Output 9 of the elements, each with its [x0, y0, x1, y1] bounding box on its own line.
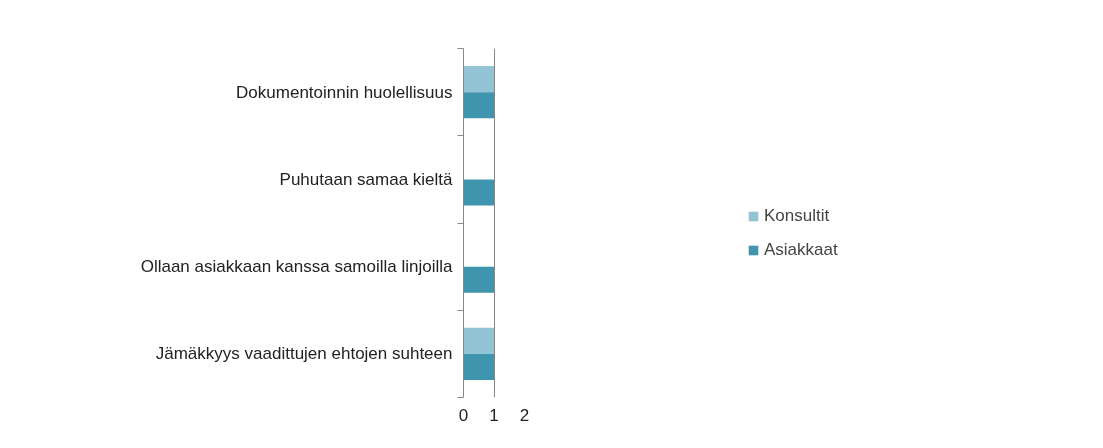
y-tick-label: Jämäkkyys vaadittujen ehtojen suhteen — [155, 344, 453, 364]
x-tick-label: 1 — [489, 405, 499, 425]
y-tick-label: Puhutaan samaa kieltä — [279, 169, 454, 189]
x-tick-label: 0 — [458, 405, 469, 425]
y-tick-label: Dokumentoinnin huolellisuus — [236, 82, 453, 102]
x-tick-label: 2 — [519, 405, 530, 425]
y-tick-label: Ollaan asiakkaan kanssa samoilla linjoilla — [140, 257, 454, 277]
legend-label: Konsultit — [764, 206, 830, 226]
legend-label: Asiakkaat — [764, 240, 838, 260]
